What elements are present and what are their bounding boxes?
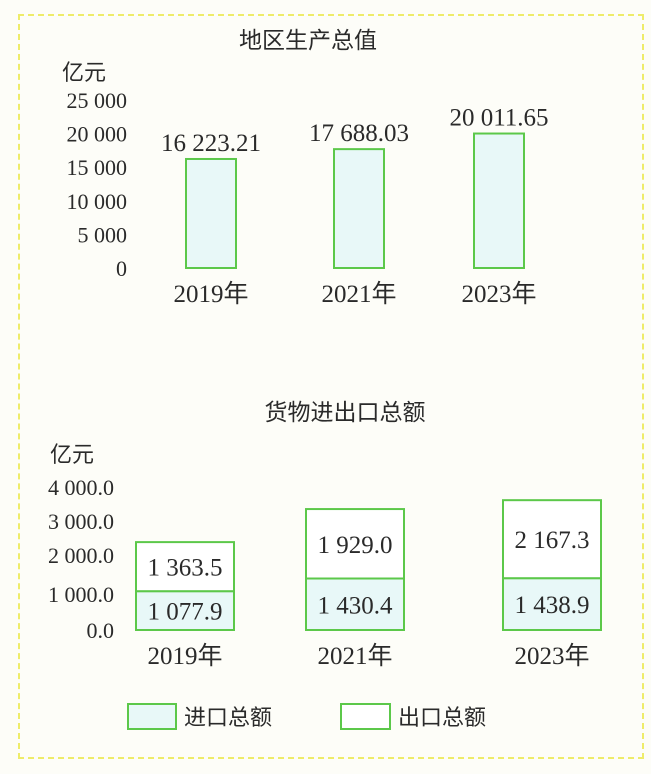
legend-swatch-export (340, 703, 391, 730)
gdp-chart: 25 000 20 000 15 000 10 000 5 000 0 16 223.21 2… (67, 88, 549, 308)
y-tick-label: 0.0 (87, 618, 115, 643)
data-label: 2 167.3 (515, 527, 590, 554)
y-tick-label: 10 000 (67, 189, 128, 214)
legend-swatch-import (127, 703, 177, 730)
data-label: 1 363.5 (148, 555, 223, 582)
gdp-chart-title: 地区生产总值 (239, 28, 377, 54)
trade-chart: 4 000.0 3 000.0 2 000.0 1 000.0 0.0 1 077.9 1 … (48, 475, 602, 670)
x-tick-label: 2019年 (147, 642, 222, 670)
bar (473, 132, 525, 269)
x-tick-label: 2019年 (173, 280, 248, 308)
bar-export (502, 499, 602, 580)
data-label: 17 688.03 (309, 120, 409, 147)
bar (185, 157, 237, 269)
data-label: 1 077.9 (148, 599, 223, 626)
data-label: 1 430.4 (318, 592, 394, 619)
x-tick-label: 2021年 (321, 280, 396, 308)
trade-y-unit: 亿元 (50, 443, 94, 468)
y-tick-label: 1 000.0 (48, 582, 114, 607)
chart-frame (18, 14, 644, 759)
trade-chart-title: 货物进出口总额 (265, 400, 426, 426)
y-tick-label: 3 000.0 (48, 509, 114, 534)
y-tick-label: 20 000 (67, 122, 128, 147)
data-label: 1 438.9 (515, 592, 590, 619)
data-label: 16 223.21 (161, 130, 261, 157)
y-tick-label: 4 000.0 (48, 475, 114, 500)
legend: 进口总额 出口总额 (127, 703, 486, 731)
data-label: 1 929.0 (318, 532, 393, 559)
y-tick-label: 25 000 (67, 88, 128, 113)
x-tick-label: 2023年 (461, 280, 536, 308)
data-label: 20 011.65 (449, 105, 548, 132)
x-tick-label: 2021年 (317, 642, 392, 670)
bar-export (135, 541, 235, 593)
legend-label-export: 出口总额 (398, 706, 486, 731)
y-tick-label: 5 000 (78, 222, 128, 247)
legend-label-import: 进口总额 (184, 706, 272, 731)
y-tick-label: 2 000.0 (48, 543, 114, 568)
x-tick-label: 2023年 (514, 642, 589, 670)
bar-import (502, 577, 602, 631)
bar-export (305, 508, 405, 580)
y-tick-label: 15 000 (67, 155, 128, 180)
gdp-y-unit: 亿元 (62, 61, 106, 86)
y-tick-label: 0 (116, 256, 127, 281)
bar (333, 148, 385, 270)
